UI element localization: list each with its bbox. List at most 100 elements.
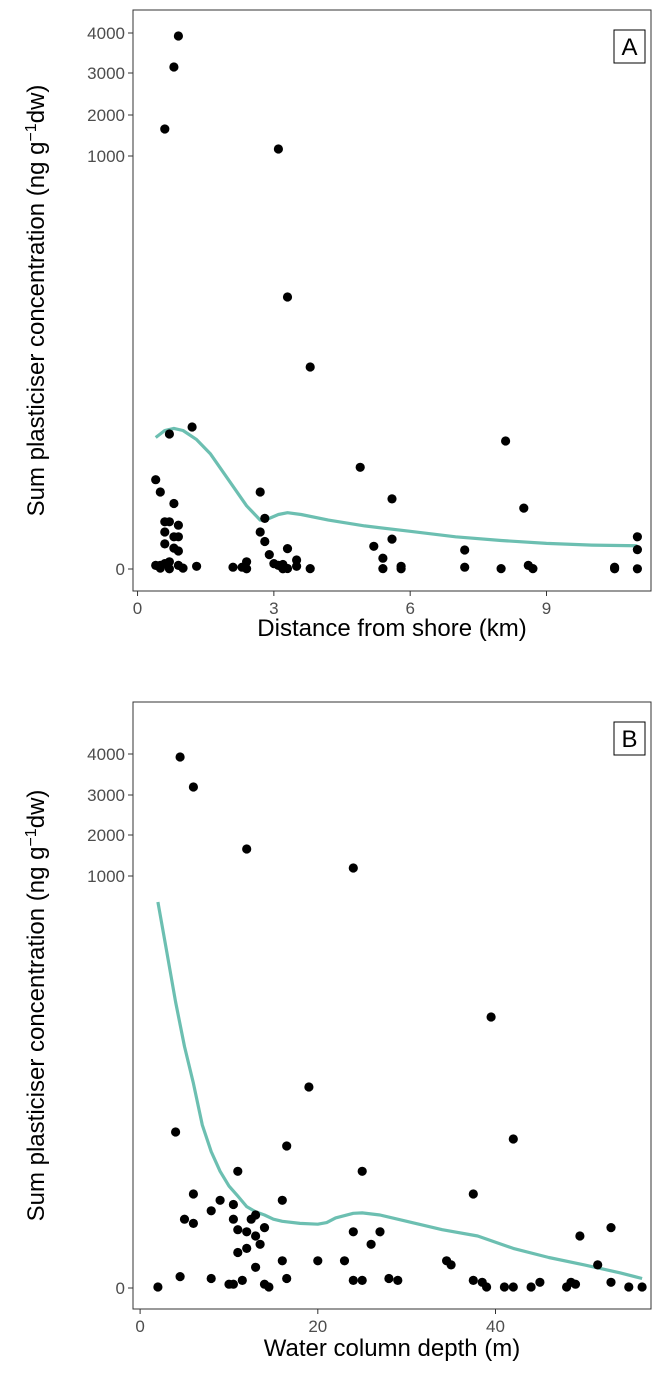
data-point: [482, 1282, 492, 1292]
data-point: [282, 1141, 292, 1151]
data-point: [519, 503, 529, 513]
data-point: [255, 1239, 265, 1249]
data-point: [228, 1199, 238, 1210]
data-point: [188, 782, 198, 792]
data-point: [242, 1243, 252, 1253]
data-point: [528, 564, 538, 574]
data-point: [535, 1277, 545, 1287]
data-point: [255, 527, 265, 537]
data-point: [606, 1223, 616, 1233]
data-point: [171, 1127, 181, 1137]
smooth-line: [156, 901, 643, 1281]
data-point: [228, 1214, 238, 1224]
y-axis-title: Sum plasticiser concentration (ng g−1dw): [23, 85, 51, 517]
panel-b: 0 20 40 0 1000 2000 3000 4000 B Water column de…: [23, 701, 652, 1362]
data-point: [282, 292, 293, 302]
data-point: [260, 536, 270, 547]
data-point: [173, 520, 183, 530]
data-point: [378, 564, 388, 574]
data-point: [369, 541, 379, 551]
data-point: [259, 1223, 270, 1233]
data-point: [260, 513, 270, 524]
data-point: [173, 546, 183, 556]
y-tick-label: 1000: [87, 147, 125, 166]
x-tick-label: 20: [308, 1317, 327, 1336]
x-tick-label: 9: [542, 599, 551, 618]
data-point: [264, 550, 274, 560]
x-tick-label: 6: [405, 599, 414, 618]
data-point: [151, 475, 161, 485]
data-point: [501, 436, 511, 446]
data-point: [242, 1227, 252, 1237]
plot-frame: [132, 701, 652, 1310]
data-point: [348, 863, 358, 873]
y-axis-title: Sum plasticiser concentration (ng g−1dw): [23, 790, 51, 1222]
data-point: [292, 555, 302, 565]
data-point: [251, 1231, 261, 1241]
y-tick-label: 4000: [87, 745, 125, 764]
data-point: [251, 1262, 261, 1272]
data-point: [155, 487, 165, 497]
data-point: [508, 1134, 518, 1144]
data-point: [237, 1275, 247, 1285]
data-point: [375, 1227, 385, 1237]
panel-label: B: [621, 726, 637, 753]
data-point: [313, 1256, 323, 1266]
data-point: [278, 564, 288, 574]
data-point: [282, 1273, 292, 1284]
data-point: [387, 494, 397, 504]
data-point: [606, 1277, 616, 1287]
data-point: [357, 1166, 367, 1176]
data-point: [348, 1275, 358, 1285]
x-tick-label: 3: [269, 599, 278, 618]
data-point: [396, 564, 406, 574]
data-point: [446, 1260, 456, 1270]
data-point: [508, 1282, 518, 1292]
smooth-curve-layer: [154, 426, 638, 548]
data-point: [173, 532, 183, 542]
data-point: [273, 144, 283, 154]
data-point: [486, 1012, 496, 1022]
data-point: [164, 429, 174, 439]
points-layer: [151, 31, 643, 574]
y-tick-label: 3000: [87, 786, 125, 805]
data-point: [393, 1275, 403, 1285]
axis-ticks: 0 3 6 9 0 1000 2000 3000 4000: [87, 24, 551, 618]
x-axis-title: Distance from shore (km): [257, 615, 526, 642]
data-point: [282, 544, 293, 554]
data-point: [305, 362, 315, 372]
y-tick-label: 3000: [87, 64, 125, 83]
data-point: [348, 1227, 358, 1237]
data-point: [242, 564, 252, 574]
x-tick-label: 0: [135, 1317, 144, 1336]
y-tick-label: 4000: [87, 24, 125, 43]
plot-frame: [132, 9, 652, 592]
smooth-curve-layer: [156, 901, 643, 1281]
data-point: [570, 1279, 581, 1289]
smooth-line: [154, 426, 638, 548]
data-point: [277, 1256, 287, 1266]
data-point: [357, 1275, 367, 1285]
data-point: [339, 1256, 350, 1266]
data-point: [206, 1206, 216, 1216]
data-point: [378, 553, 388, 563]
data-point: [624, 1282, 634, 1292]
data-point: [175, 752, 185, 762]
data-point: [246, 1214, 256, 1224]
data-point: [304, 1082, 314, 1092]
data-point: [499, 1282, 509, 1292]
y-tick-label: 0: [116, 1279, 125, 1298]
data-point: [228, 562, 238, 572]
data-point: [160, 124, 170, 134]
y-tick-label: 1000: [87, 867, 125, 886]
panel-a: 0 3 6 9 0 1000 2000 3000 4000 A Distance from sh…: [23, 9, 652, 642]
data-point: [169, 498, 179, 509]
data-point: [206, 1273, 216, 1284]
data-point: [192, 561, 202, 571]
data-point: [468, 1189, 478, 1199]
data-point: [632, 564, 643, 574]
data-point: [178, 563, 188, 573]
data-point: [460, 545, 470, 555]
data-point: [632, 532, 643, 542]
data-point: [215, 1195, 225, 1205]
